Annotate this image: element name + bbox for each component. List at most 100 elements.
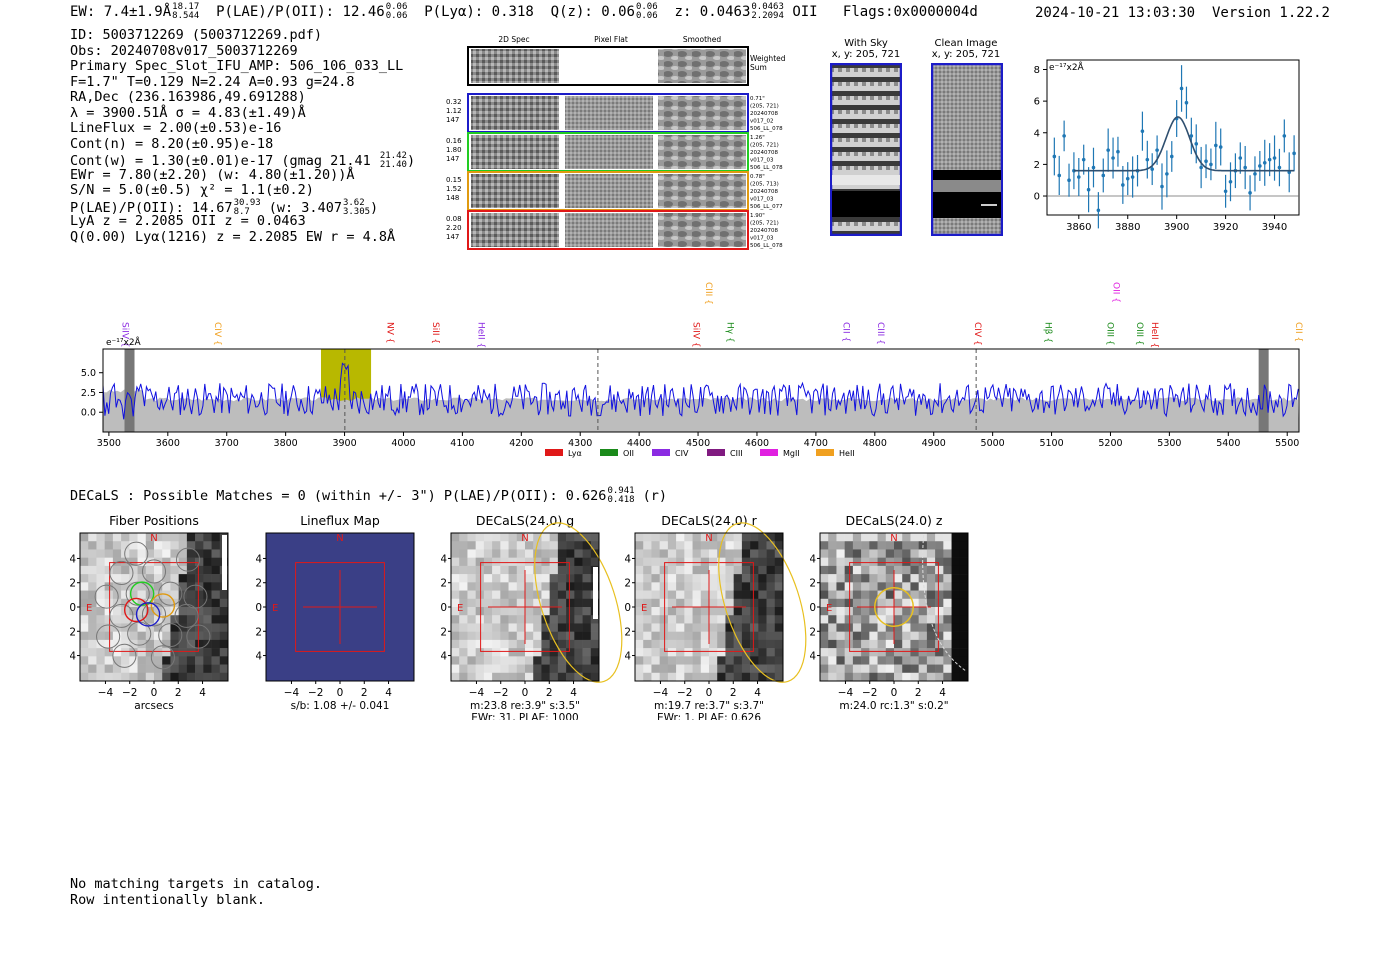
panel-xtick-label: 0: [522, 687, 529, 699]
panel-xtick-label: 4: [385, 687, 392, 699]
fit-point: [1267, 157, 1272, 162]
fit-point: [1091, 165, 1096, 170]
cutout-2dspec: [471, 96, 559, 130]
panel-image: [635, 533, 784, 682]
panel-title: DECaLS(24.0) r: [661, 513, 757, 528]
fit-point: [1096, 208, 1101, 213]
legend-swatch: [600, 449, 618, 456]
note-line-1: No matching targets in catalog.: [70, 876, 322, 892]
fiber-circle: [125, 581, 150, 606]
fit-point: [1184, 100, 1189, 105]
spec-xtick-label: 4900: [922, 438, 946, 449]
fit-point: [1101, 173, 1106, 178]
panel-image: [820, 533, 969, 682]
fiber-circle: [112, 643, 137, 668]
info-plae-w-hi: 3.62: [342, 197, 365, 208]
galaxy-ellipse: [922, 534, 967, 672]
panel-xtick-label: 2: [915, 687, 922, 699]
spec-line-label: CII {: [841, 322, 851, 342]
spec-xtick-label: 3900: [332, 438, 356, 449]
cutout-value: 0.08: [446, 215, 462, 223]
legend-label: CIII: [730, 449, 743, 458]
z-hi: 0.0463: [751, 2, 784, 12]
cutout-smoothed: [658, 213, 746, 247]
cutout-value: 148: [446, 194, 459, 202]
fit-point: [1140, 129, 1145, 133]
panel-xtick-label: 4: [754, 687, 761, 699]
spec-xtick-label: 4400: [627, 438, 651, 449]
panel-xtick-label: 0: [337, 687, 344, 699]
fit-point: [1199, 165, 1203, 170]
spec-xtick-label: 5100: [1039, 438, 1063, 449]
cutout-smoothed: [658, 135, 746, 169]
panel-ytick-label: 2: [625, 578, 631, 590]
cutout-value: 2.20: [446, 224, 462, 232]
fiber-circle: [94, 584, 119, 609]
cutout-info: 20240708: [750, 150, 778, 156]
compass-east: E: [272, 603, 278, 614]
panel-xtick-label: 4: [939, 687, 946, 699]
legend-label: CIV: [675, 449, 689, 458]
legend-swatch: [816, 449, 834, 456]
header-summary: EW: 7.4±1.9Å 18.17 8.544 P(LAE)/P(OII): 12…: [70, 3, 978, 21]
legend-label: OII: [623, 449, 634, 458]
panel-title: DECaLS(24.0) g: [476, 513, 574, 528]
decals-hi: 0.941: [607, 486, 635, 496]
legend-label: Lyα: [568, 449, 582, 458]
cutout-info: v017_02: [750, 119, 774, 125]
cutout-info: 20240708: [750, 111, 778, 117]
panel-caption: m:24.0 rc:1.3" s:0.2": [839, 700, 948, 712]
spec-line-label: HeII {: [475, 322, 485, 348]
legend-label: HeII: [839, 449, 855, 458]
panel-ytick-label: −4: [810, 651, 816, 663]
aperture-box: [480, 562, 570, 652]
info-plae: P(LAE)/P(OII): 14.67: [70, 199, 233, 216]
cutout-info: (205, 713): [750, 182, 779, 188]
fit-point: [1189, 134, 1194, 138]
flags-value: Flags:0x0000004d: [842, 4, 978, 20]
panel-ytick-label: 0: [625, 602, 631, 614]
fiber-circle-highlight: [150, 593, 176, 618]
fit-point: [1067, 178, 1071, 183]
col-title-smoothed: Smoothed: [683, 35, 722, 44]
spec-xtick-label: 4200: [509, 438, 533, 449]
fit-point: [1223, 189, 1228, 194]
fit-point: [1243, 165, 1247, 170]
info-obs: Obs: 20240708v017_5003712269: [70, 42, 298, 59]
info-contw: Cont(w) = 1.30(±0.01)e-17 (gmag 21.41: [70, 153, 371, 169]
panel-ytick-label: 2: [70, 578, 76, 590]
info-plae-w: (w: 3.407: [268, 199, 342, 216]
compass-east: E: [641, 603, 647, 614]
cutout-info: (205, 721): [750, 143, 779, 149]
cutout-info: 506_LL_078: [750, 126, 783, 132]
spec-xtick-label: 4700: [804, 438, 828, 449]
qz-value: Q(z): 0.06: [550, 4, 635, 20]
ew-value: EW: 7.4±1.9Å: [70, 4, 172, 20]
catalog-note: No matching targets in catalog. Row inte…: [70, 876, 322, 908]
spec-line-label: CIII {: [703, 282, 713, 305]
spec-xtick-label: 4300: [568, 438, 592, 449]
col-title-flat: Pixel Flat: [594, 35, 628, 44]
panel-ytick-label: −2: [625, 626, 631, 638]
cutout-flat: [565, 213, 653, 247]
aperture-box: [109, 562, 199, 652]
compass-north: N: [150, 533, 157, 544]
spec-line-label: CIV {: [972, 322, 982, 346]
panel-xtick-label: −2: [493, 687, 508, 699]
detection-info: ID: 5003712269 (5003712269.pdf) Obs: 202…: [70, 27, 416, 245]
fiber-circle: [158, 623, 183, 648]
qz-lo: 0.06: [635, 11, 658, 21]
plae-hi: 0.06: [385, 2, 408, 12]
with-sky-image: [830, 63, 902, 236]
panel-xtick-label: 2: [175, 687, 182, 699]
fit-xtick-label: 3940: [1262, 222, 1287, 233]
info-q: Q(0.00) Lyα(1216) z = 2.2085 EW r = 4.8Å: [70, 228, 396, 245]
cutout-value: 147: [446, 155, 459, 163]
spec-xtick-label: 4800: [863, 438, 887, 449]
fit-point: [1292, 151, 1296, 156]
fiber-circle-highlight: [135, 602, 161, 627]
panel-ytick-label: 4: [810, 553, 816, 565]
